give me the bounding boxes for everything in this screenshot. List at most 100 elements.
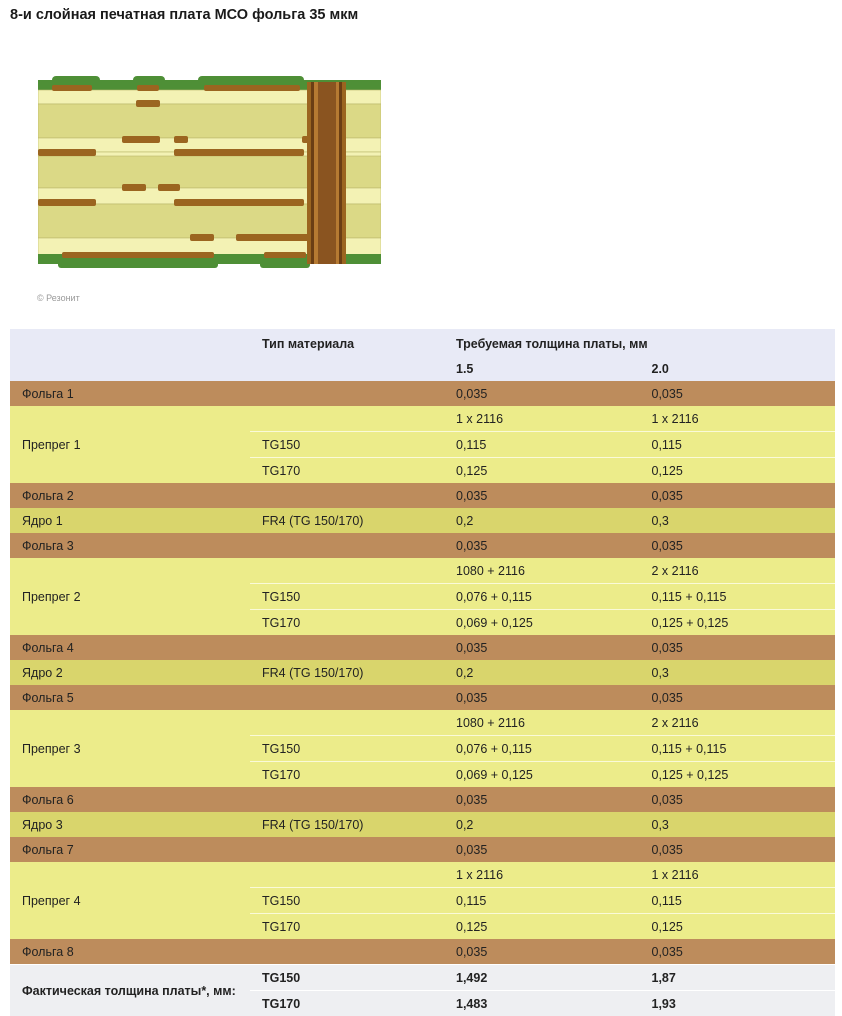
material-type: FR4 (TG 150/170) bbox=[250, 660, 444, 685]
value-20: 1 x 2116 bbox=[640, 862, 836, 888]
layer-name: Ядро 1 bbox=[10, 508, 250, 533]
header-required-thickness: Требуемая толщина платы, мм bbox=[444, 329, 835, 356]
value-20: 0,125 bbox=[640, 458, 836, 484]
material-type: TG170 bbox=[250, 458, 444, 484]
value-20: 0,125 + 0,125 bbox=[640, 610, 836, 636]
table-row: Фольга 3 0,035 0,035 bbox=[10, 533, 835, 558]
table-row: Препрег 3 1080 + 2116 2 x 2116 bbox=[10, 710, 835, 736]
value-15: 0,035 bbox=[444, 483, 640, 508]
value-15: 0,035 bbox=[444, 939, 640, 965]
value-20: 0,115 bbox=[640, 888, 836, 914]
value-15: 0,035 bbox=[444, 381, 640, 406]
value-20: 0,115 bbox=[640, 432, 836, 458]
value-15: 0,115 bbox=[444, 888, 640, 914]
layer-name: Фольга 4 bbox=[10, 635, 250, 660]
layer-name: Фольга 6 bbox=[10, 787, 250, 812]
table-header-row: Тип материала Требуемая толщина платы, м… bbox=[10, 329, 835, 356]
value-20: 0,035 bbox=[640, 635, 836, 660]
table-row: Ядро 2 FR4 (TG 150/170) 0,2 0,3 bbox=[10, 660, 835, 685]
header-material-type: Тип материала bbox=[250, 329, 444, 356]
table-row: Препрег 2 1080 + 2116 2 x 2116 bbox=[10, 558, 835, 584]
table-row: Препрег 1 1 x 2116 1 x 2116 bbox=[10, 406, 835, 432]
value-15: 1 x 2116 bbox=[444, 862, 640, 888]
layer-name: Фольга 5 bbox=[10, 685, 250, 710]
value-20: 1,87 bbox=[640, 965, 836, 991]
material-type: TG170 bbox=[250, 991, 444, 1016]
layer-name: Фольга 7 bbox=[10, 837, 250, 862]
value-20: 0,035 bbox=[640, 483, 836, 508]
material-type bbox=[250, 710, 444, 736]
layer-name: Ядро 3 bbox=[10, 812, 250, 837]
value-15: 0,069 + 0,125 bbox=[444, 762, 640, 788]
material-type bbox=[250, 862, 444, 888]
material-type: FR4 (TG 150/170) bbox=[250, 508, 444, 533]
layer-name: Препрег 1 bbox=[10, 406, 250, 483]
value-15: 1 x 2116 bbox=[444, 406, 640, 432]
value-15: 0,076 + 0,115 bbox=[444, 584, 640, 610]
table-row: Препрег 4 1 x 2116 1 x 2116 bbox=[10, 862, 835, 888]
value-20: 0,125 + 0,125 bbox=[640, 762, 836, 788]
value-20: 0,035 bbox=[640, 787, 836, 812]
value-15: 1,492 bbox=[444, 965, 640, 991]
layer-name: Ядро 2 bbox=[10, 660, 250, 685]
material-type: TG170 bbox=[250, 610, 444, 636]
value-15: 1080 + 2116 bbox=[444, 558, 640, 584]
material-type bbox=[250, 406, 444, 432]
page-title: 8-и слойная печатная плата МСО фольга 35… bbox=[10, 7, 358, 23]
material-type: TG150 bbox=[250, 584, 444, 610]
stackup-table: Тип материала Требуемая толщина платы, м… bbox=[10, 329, 835, 1016]
table-row: Ядро 1 FR4 (TG 150/170) 0,2 0,3 bbox=[10, 508, 835, 533]
material-type: TG150 bbox=[250, 736, 444, 762]
layer-name: Фольга 1 bbox=[10, 381, 250, 406]
value-15: 0,125 bbox=[444, 914, 640, 940]
value-20: 0,125 bbox=[640, 914, 836, 940]
value-15: 0,115 bbox=[444, 432, 640, 458]
value-20: 0,035 bbox=[640, 685, 836, 710]
value-15: 0,035 bbox=[444, 533, 640, 558]
value-15: 0,2 bbox=[444, 660, 640, 685]
layer-name: Фольга 3 bbox=[10, 533, 250, 558]
value-15: 0,076 + 0,115 bbox=[444, 736, 640, 762]
material-type: TG150 bbox=[250, 432, 444, 458]
table-row: Фольга 7 0,035 0,035 bbox=[10, 837, 835, 862]
table-row: Фольга 6 0,035 0,035 bbox=[10, 787, 835, 812]
value-20: 0,035 bbox=[640, 939, 836, 965]
value-15: 1080 + 2116 bbox=[444, 710, 640, 736]
table-row: Фольга 5 0,035 0,035 bbox=[10, 685, 835, 710]
value-15: 0,035 bbox=[444, 685, 640, 710]
table-row: Фольга 4 0,035 0,035 bbox=[10, 635, 835, 660]
layer-name: Фольга 2 bbox=[10, 483, 250, 508]
value-20: 0,3 bbox=[640, 508, 836, 533]
value-20: 0,3 bbox=[640, 660, 836, 685]
material-type: TG150 bbox=[250, 888, 444, 914]
material-type bbox=[250, 558, 444, 584]
total-label: Фактическая толщина платы*, мм: bbox=[10, 965, 250, 1016]
value-20: 0,035 bbox=[640, 381, 836, 406]
value-20: 0,115 + 0,115 bbox=[640, 584, 836, 610]
material-type: FR4 (TG 150/170) bbox=[250, 812, 444, 837]
value-15: 0,035 bbox=[444, 837, 640, 862]
value-15: 1,483 bbox=[444, 991, 640, 1016]
value-20: 0,115 + 0,115 bbox=[640, 736, 836, 762]
value-20: 1 x 2116 bbox=[640, 406, 836, 432]
layer-name: Препрег 3 bbox=[10, 710, 250, 787]
material-type: TG150 bbox=[250, 965, 444, 991]
value-20: 0,3 bbox=[640, 812, 836, 837]
table-subheader-row: 1.5 2.0 bbox=[10, 356, 835, 381]
table-row: Фольга 1 0,035 0,035 bbox=[10, 381, 835, 406]
value-15: 0,035 bbox=[444, 787, 640, 812]
image-credit: © Резонит bbox=[37, 293, 80, 303]
value-15: 0,069 + 0,125 bbox=[444, 610, 640, 636]
value-20: 2 x 2116 bbox=[640, 710, 836, 736]
total-row: Фактическая толщина платы*, мм: TG150 1,… bbox=[10, 965, 835, 991]
value-15: 0,2 bbox=[444, 812, 640, 837]
pcb-stackup-diagram bbox=[38, 76, 381, 268]
layer-name: Препрег 2 bbox=[10, 558, 250, 635]
plated-through-via bbox=[307, 82, 346, 264]
value-20: 0,035 bbox=[640, 837, 836, 862]
material-type: TG170 bbox=[250, 914, 444, 940]
material-type: TG170 bbox=[250, 762, 444, 788]
table-row: Ядро 3 FR4 (TG 150/170) 0,2 0,3 bbox=[10, 812, 835, 837]
layer-name: Препрег 4 bbox=[10, 862, 250, 939]
value-20: 0,035 bbox=[640, 533, 836, 558]
